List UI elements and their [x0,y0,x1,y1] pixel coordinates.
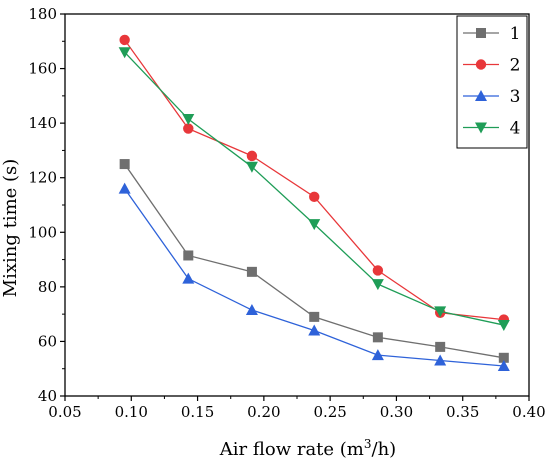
series-4 [118,47,510,332]
data-point [246,150,258,162]
data-point [308,219,321,231]
data-point [497,359,510,371]
y-tick-label: 60 [38,332,57,350]
data-point [182,114,195,126]
y-tick-label: 80 [38,278,57,296]
legend-label: 3 [510,87,521,107]
y-tick-label: 160 [28,60,57,78]
legend-item-3: 3 [463,87,520,107]
data-point [372,332,383,343]
legend-label: 2 [510,56,521,76]
data-point [308,324,321,336]
data-point [183,250,194,261]
legend-marker [475,59,487,70]
x-tick-label: 0.25 [313,403,346,421]
y-tick-label: 120 [28,169,57,187]
x-tick-label: 0.20 [247,403,280,421]
data-point [183,123,194,134]
series-line [124,188,504,367]
x-tick-label: 0.05 [48,403,81,421]
data-point [118,182,131,194]
data-point [371,349,384,361]
legend-item-1: 1 [463,24,520,44]
series-group [118,34,510,371]
data-point [309,191,320,203]
data-point [435,341,446,352]
data-point [498,352,509,363]
legend-box [456,15,528,149]
data-point [372,265,384,276]
data-point [245,161,258,173]
data-point [118,47,131,59]
legend-marker [475,90,487,101]
series-2 [119,34,510,325]
legend-item-2: 2 [463,56,520,76]
series-1 [119,159,509,363]
y-tick-label: 100 [28,223,57,241]
x-tick-label: 0.40 [512,403,545,421]
data-point [182,272,195,284]
data-point [119,159,130,170]
series-line [124,51,504,326]
legend-label: 4 [510,119,521,139]
data-point [309,311,320,322]
x-tick-label: 0.10 [115,403,148,421]
y-tick-label: 40 [38,387,57,405]
series-3 [118,182,510,371]
data-point [371,279,384,291]
x-axis-title: Air flow rate (m3/h) [219,437,396,460]
legend-label: 1 [510,24,521,44]
data-point [245,304,258,316]
y-tick-label: 180 [28,5,57,23]
data-point [246,266,257,277]
legend: 1 2 3 4 [456,15,528,149]
x-tick-label: 0.30 [380,403,413,421]
data-point [119,34,130,46]
data-point [434,306,447,318]
axis-ticks: 0.05 0.10 0.15 0.20 0.25 0.30 0.35 0.40 40 60 80 10… [28,5,545,421]
x-tick-label: 0.35 [446,403,479,421]
data-point [497,320,510,332]
series-line [124,39,504,321]
x-tick-label: 0.15 [181,403,214,421]
legend-item-4: 4 [463,119,520,139]
legend-marker [475,122,487,134]
y-axis-title: Mixing time (s) [0,159,21,298]
y-tick-label: 140 [28,114,57,132]
data-point [434,354,447,366]
legend-marker [476,28,486,38]
